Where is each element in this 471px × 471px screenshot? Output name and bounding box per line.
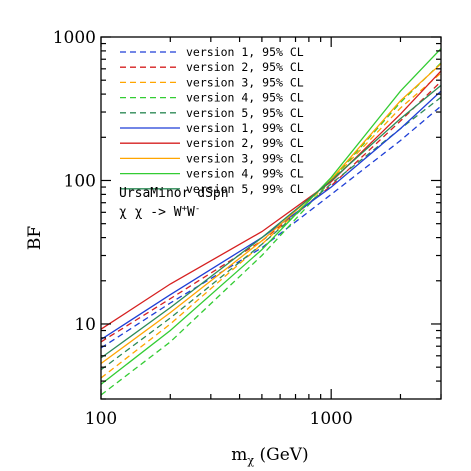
series-line-6 — [101, 90, 441, 341]
x-axis-label-main: m — [231, 445, 247, 465]
x-axis-label: mχ (GeV) — [231, 445, 308, 467]
series-line-1 — [101, 105, 441, 349]
x-axis-label-sub: χ — [247, 454, 254, 467]
legend-label: version 3, 99% CL — [186, 151, 304, 165]
series-line-4 — [101, 62, 441, 396]
ticks-layer: 100 1000 10 100 1000 — [53, 28, 442, 429]
x-tick-label: 1000 — [310, 409, 353, 429]
x-tick-label: 100 — [85, 409, 117, 429]
legend-label: version 4, 99% CL — [186, 167, 304, 181]
series-line-7 — [101, 70, 441, 330]
y-axis-label: BF — [25, 226, 45, 250]
legend-label: version 2, 95% CL — [186, 60, 304, 74]
annotation-reaction-w: W — [187, 205, 195, 220]
y-tick-label: 100 — [64, 171, 96, 191]
legend-label: version 1, 95% CL — [186, 45, 304, 59]
legend-label: version 1, 99% CL — [186, 121, 304, 135]
legend-label: version 4, 95% CL — [186, 91, 304, 105]
legend-label: version 3, 95% CL — [186, 75, 304, 89]
annotation-reaction-left: χ χ -> W — [119, 205, 182, 220]
x-axis-label-unit: (GeV) — [254, 445, 309, 465]
y-tick-label: 1000 — [53, 28, 96, 48]
annotation-reaction: χ χ -> W+W- — [119, 204, 200, 220]
annotation-reaction-sup1: + — [182, 204, 188, 214]
legend-label: version 5, 99% CL — [186, 182, 304, 196]
y-tick-label: 10 — [74, 315, 96, 335]
series-line-8 — [101, 63, 441, 365]
legend-label: version 5, 95% CL — [186, 106, 304, 120]
legend-label: version 2, 99% CL — [186, 136, 304, 150]
plot-frame — [100, 36, 442, 400]
series-line-9 — [101, 48, 441, 385]
annotation-reaction-sup2: - — [195, 204, 200, 214]
series-layer — [101, 48, 441, 396]
series-line-10 — [101, 84, 441, 359]
annotation-title: UrsaMinor dSph — [119, 186, 229, 201]
series-line-3 — [101, 72, 441, 379]
